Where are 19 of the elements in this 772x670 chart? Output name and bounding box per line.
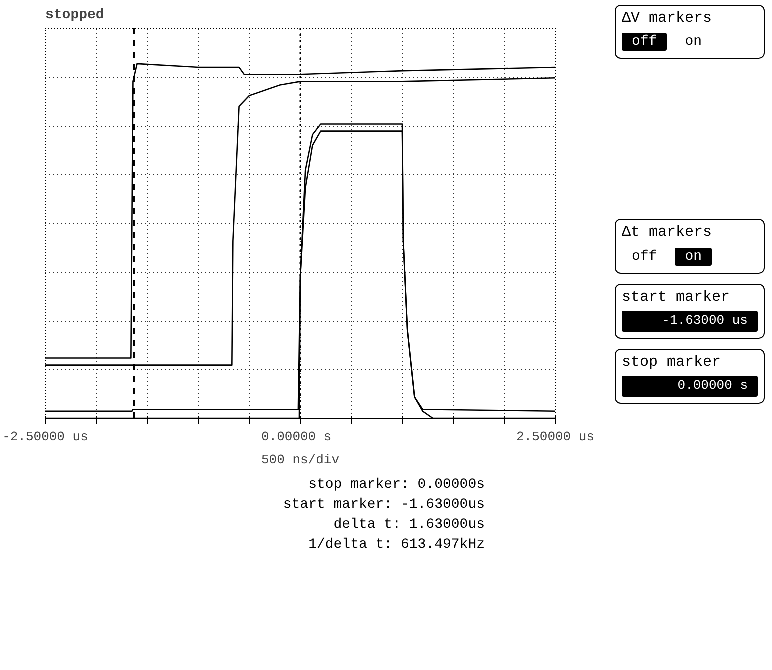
text: start marker <box>622 288 732 308</box>
text: -1.63000 us <box>622 311 758 332</box>
x-axis-title: 500 ns/div <box>261 452 340 468</box>
text: stop marker <box>622 352 722 373</box>
text: on <box>684 33 704 52</box>
text: Δt markers <box>622 223 714 244</box>
text: ΔV markers <box>622 9 714 29</box>
chart-title: stopped <box>46 8 104 24</box>
text: off <box>622 33 668 52</box>
x-tick-label: -2.50000 us <box>2 430 88 444</box>
text: 0.00000 s <box>622 376 758 397</box>
x-tick-label: 2.50000 us <box>516 430 595 444</box>
x-tick-label: 0.00000 s <box>261 430 332 444</box>
text: off <box>631 248 658 266</box>
text: stop marker: 0.00000s <box>308 476 485 495</box>
text: delta t: 1.63000us <box>332 516 485 535</box>
text: on <box>675 248 712 266</box>
text: start marker: -1.63000us <box>282 496 485 515</box>
text: 1/delta t: 613.497kHz <box>308 536 485 555</box>
